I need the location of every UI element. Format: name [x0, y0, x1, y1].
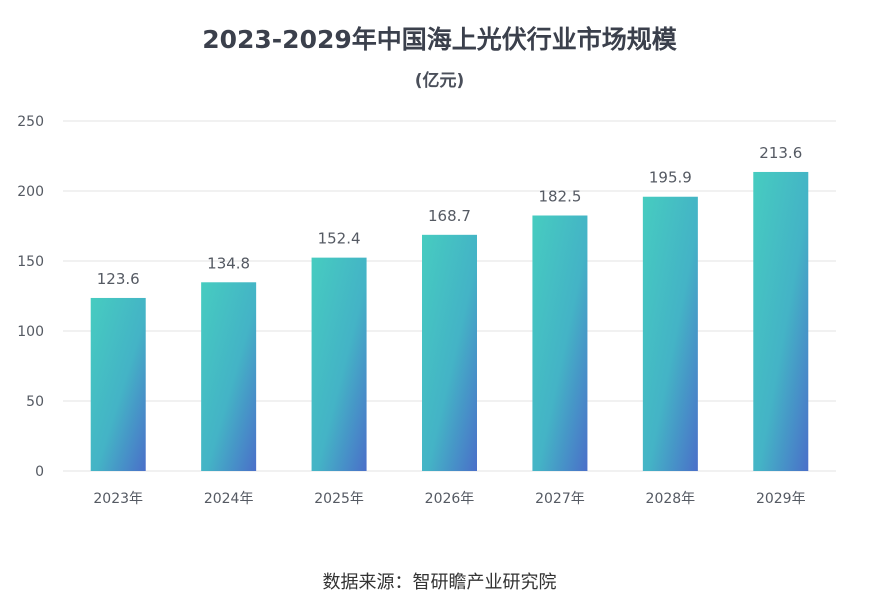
x-tick-label: 2026年	[425, 491, 475, 507]
bar	[642, 196, 698, 472]
data-label: 123.6	[97, 270, 140, 288]
chart-title: 2023-2029年中国海上光伏行业市场规模	[202, 25, 677, 54]
bar	[311, 257, 367, 471]
data-label: 152.4	[318, 230, 361, 248]
data-label: 134.8	[207, 254, 250, 272]
y-tick-label: 100	[17, 324, 44, 340]
chart-unit: (亿元)	[414, 71, 465, 91]
y-tick-label: 0	[35, 464, 44, 480]
x-tick-label: 2029年	[756, 491, 806, 507]
bar	[532, 215, 588, 471]
data-label: 168.7	[428, 207, 471, 225]
x-tick-label: 2023年	[93, 491, 143, 507]
y-tick-label: 150	[17, 254, 44, 270]
y-tick-label: 50	[26, 394, 44, 410]
bar	[90, 297, 146, 471]
x-axis: 2023年 2024年 2025年 2026年 2027年 2028年 2029年	[93, 491, 805, 507]
source-note: 数据来源：智研瞻产业研究院	[322, 572, 557, 593]
x-tick-label: 2027年	[535, 491, 585, 507]
y-axis: 0 50 100 150 200 250	[17, 114, 44, 480]
x-tick-label: 2025年	[314, 491, 364, 507]
data-labels: 123.6 134.8 152.4 168.7 182.5 195.9 213.6	[97, 144, 803, 288]
y-tick-label: 250	[17, 114, 44, 130]
x-tick-label: 2028年	[646, 491, 696, 507]
bar	[422, 234, 477, 471]
data-label: 182.5	[538, 188, 581, 206]
bars	[90, 171, 809, 472]
data-label: 213.6	[759, 144, 802, 162]
bar	[753, 171, 809, 471]
data-label: 195.9	[649, 169, 692, 187]
bar	[201, 282, 257, 471]
x-tick-label: 2024年	[204, 491, 254, 507]
y-tick-label: 200	[17, 184, 44, 200]
